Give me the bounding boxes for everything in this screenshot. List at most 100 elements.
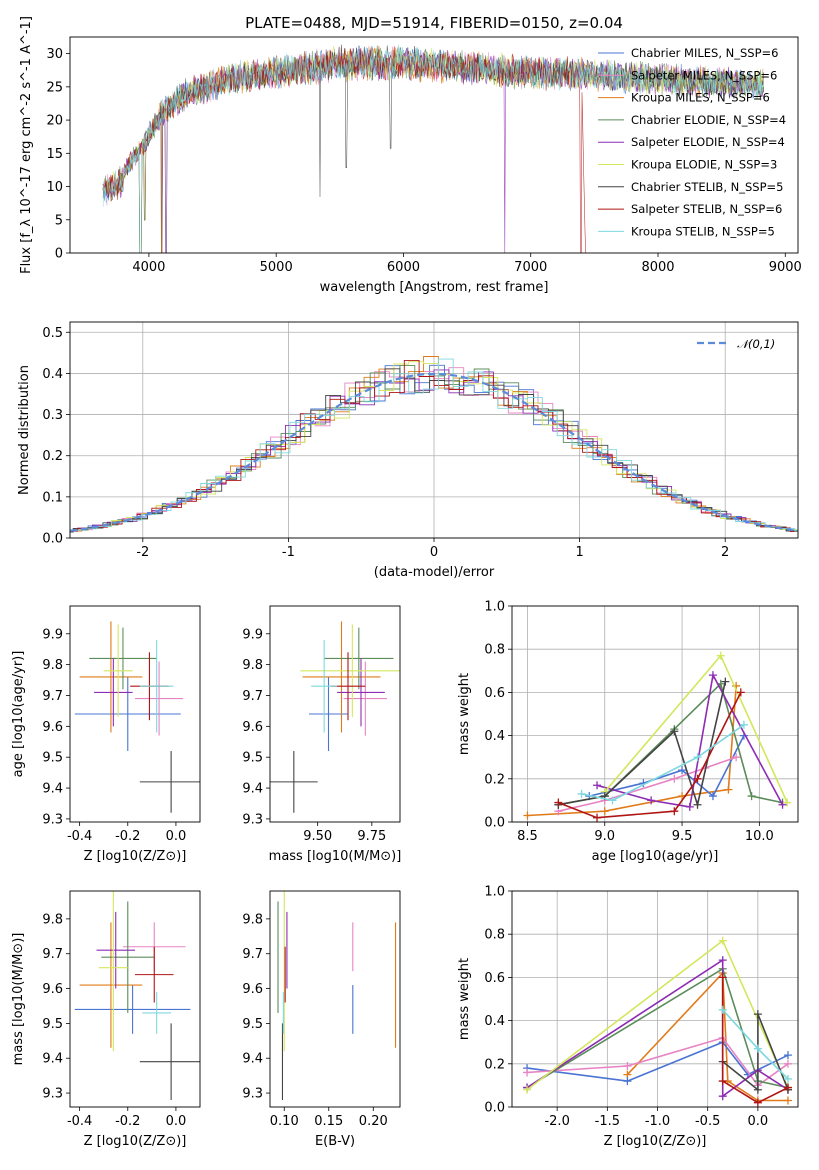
spectrum-line [102, 44, 764, 253]
y-tick-label: 10 [46, 180, 63, 195]
weight-marker [608, 796, 617, 805]
weight-marker [783, 1051, 792, 1060]
weight-marker [593, 781, 602, 790]
legend-label: Kroupa MILES, N_SSP=6 [631, 91, 770, 105]
panel-residual-histogram: -2 -1 0 1 2 0.0 0.1 0.2 0.3 0.4 0.5 (data-model)/er… [17, 321, 799, 580]
y-tick-label: 0.6 [484, 686, 505, 701]
weight-marker [577, 789, 586, 798]
y-axis-label: mass [log10(M/M⊙)] [11, 933, 26, 1066]
weight-marker [708, 671, 717, 680]
y-tick-label: 0.5 [42, 326, 63, 341]
weight-marker [718, 956, 727, 965]
weight-marker [693, 774, 702, 783]
x-axis-label: mass [log10(M/M⊙)] [269, 849, 402, 864]
y-tick-label: 0 [55, 247, 63, 262]
x-tick-label: 0.20 [359, 1114, 388, 1129]
y-tick-label: 1.0 [484, 885, 505, 900]
legend-label: Kroupa STELIB, N_SSP=5 [631, 224, 775, 238]
legend: 𝒩(0,1) [697, 337, 775, 351]
y-tick-label: 0.2 [42, 449, 63, 464]
weight-marker [670, 807, 679, 816]
weight-marker [721, 677, 730, 686]
weight-marker [708, 792, 717, 801]
legend: Chabrier MILES, N_SSP=6 Salpeter MILES, N… [598, 46, 786, 238]
x-axis-label: wavelength [Angstrom, rest frame] [320, 280, 549, 295]
legend-label: Chabrier STELIB, N_SSP=5 [631, 180, 783, 194]
y-tick-label: 9.3 [242, 812, 263, 827]
weight-marker [647, 796, 656, 805]
x-tick-label: -2 [136, 545, 149, 560]
x-tick-label: -0.5 [695, 1114, 720, 1129]
y-tick-label: 25 [46, 80, 63, 95]
axes-frame [69, 321, 799, 539]
weight-marker [783, 798, 792, 807]
y-tick-label: 9.5 [242, 1017, 263, 1032]
y-tick-label: 0.4 [42, 367, 63, 382]
panel-age-vs-massweight: 8.5 9.0 9.5 10.0 0.0 0.2 0.4 0.6 0.8 1.0 age [log1… [457, 600, 799, 864]
weight-marker [600, 807, 609, 816]
y-tick-label: 9.5 [42, 751, 63, 766]
y-tick-label: 9.5 [42, 1017, 63, 1032]
x-tick-label: 0.0 [166, 829, 187, 844]
weight-line [721, 977, 789, 1104]
weight-marker [623, 1077, 632, 1086]
y-tick-label: 9.8 [42, 912, 63, 927]
y-tick-label: 5 [55, 213, 63, 228]
x-axis-label: E(B-V) [315, 1134, 355, 1149]
x-tick-label: 9.50 [303, 829, 332, 844]
y-tick-label: 0.3 [42, 408, 63, 423]
y-tick-label: 15 [46, 147, 63, 162]
y-tick-label: 1.0 [484, 600, 505, 615]
weight-marker [718, 1077, 727, 1086]
weight-marker [747, 792, 756, 801]
y-axis-label: age [log10(age/yr)] [11, 651, 26, 778]
y-tick-label: 9.7 [42, 947, 63, 962]
weight-marker [753, 1098, 762, 1107]
legend-label: Salpeter STELIB, N_SSP=6 [631, 202, 782, 216]
y-tick-label: 9.6 [42, 720, 63, 735]
y-tick-label: 9.4 [42, 782, 63, 797]
x-tick-label: 6000 [387, 260, 420, 275]
y-tick-label: 9.4 [242, 782, 263, 797]
x-tick-label: -0.4 [67, 829, 92, 844]
weight-marker [523, 1085, 532, 1094]
x-tick-label: 0 [430, 545, 438, 560]
y-tick-label: 9.9 [242, 627, 263, 642]
x-tick-label: 0.15 [314, 1114, 343, 1129]
panel-Z-vs-age: -0.4 -0.2 0.0 9.3 9.4 9.5 9.6 9.7 9.8 9.9 Z [log10… [11, 605, 201, 864]
legend-label: Kroupa ELODIE, N_SSP=3 [631, 158, 777, 172]
weight-marker [554, 798, 563, 807]
x-axis-label: (data-model)/error [374, 565, 495, 580]
y-tick-label: 9.6 [42, 982, 63, 997]
axes-frame [69, 605, 201, 823]
x-tick-label: -1.0 [645, 1114, 670, 1129]
weight-marker [693, 753, 702, 762]
weight-marker [678, 766, 687, 775]
weight-line [526, 967, 789, 1089]
weight-marker [716, 651, 725, 660]
x-tick-label: 0.10 [270, 1114, 299, 1129]
y-tick-label: 9.6 [242, 982, 263, 997]
y-tick-label: 20 [46, 114, 63, 129]
y-tick-label: 0.2 [484, 1057, 505, 1072]
x-tick-label: 4000 [132, 260, 165, 275]
y-tick-label: 0.0 [484, 1101, 505, 1116]
y-tick-label: 0.0 [42, 532, 63, 547]
axes-frame [511, 890, 799, 1108]
y-tick-label: 0.4 [484, 729, 505, 744]
weight-marker [670, 727, 679, 736]
x-tick-label: 1 [575, 545, 583, 560]
weight-marker [739, 720, 748, 729]
x-tick-label: 10.0 [745, 829, 774, 844]
weight-marker [783, 1074, 792, 1083]
x-tick-label: -2.0 [544, 1114, 569, 1129]
legend-label: Chabrier ELODIE, N_SSP=4 [631, 113, 786, 127]
x-tick-label: -1.5 [595, 1114, 620, 1129]
y-tick-label: 30 [46, 47, 63, 62]
axes-frame [269, 605, 401, 823]
weight-marker [753, 1044, 762, 1053]
weight-marker [753, 1010, 762, 1019]
x-tick-label: 0.0 [166, 1114, 187, 1129]
x-tick-label: 2 [721, 545, 729, 560]
figure-title: PLATE=0488, MJD=51914, FIBERID=0150, z=0… [245, 14, 623, 32]
